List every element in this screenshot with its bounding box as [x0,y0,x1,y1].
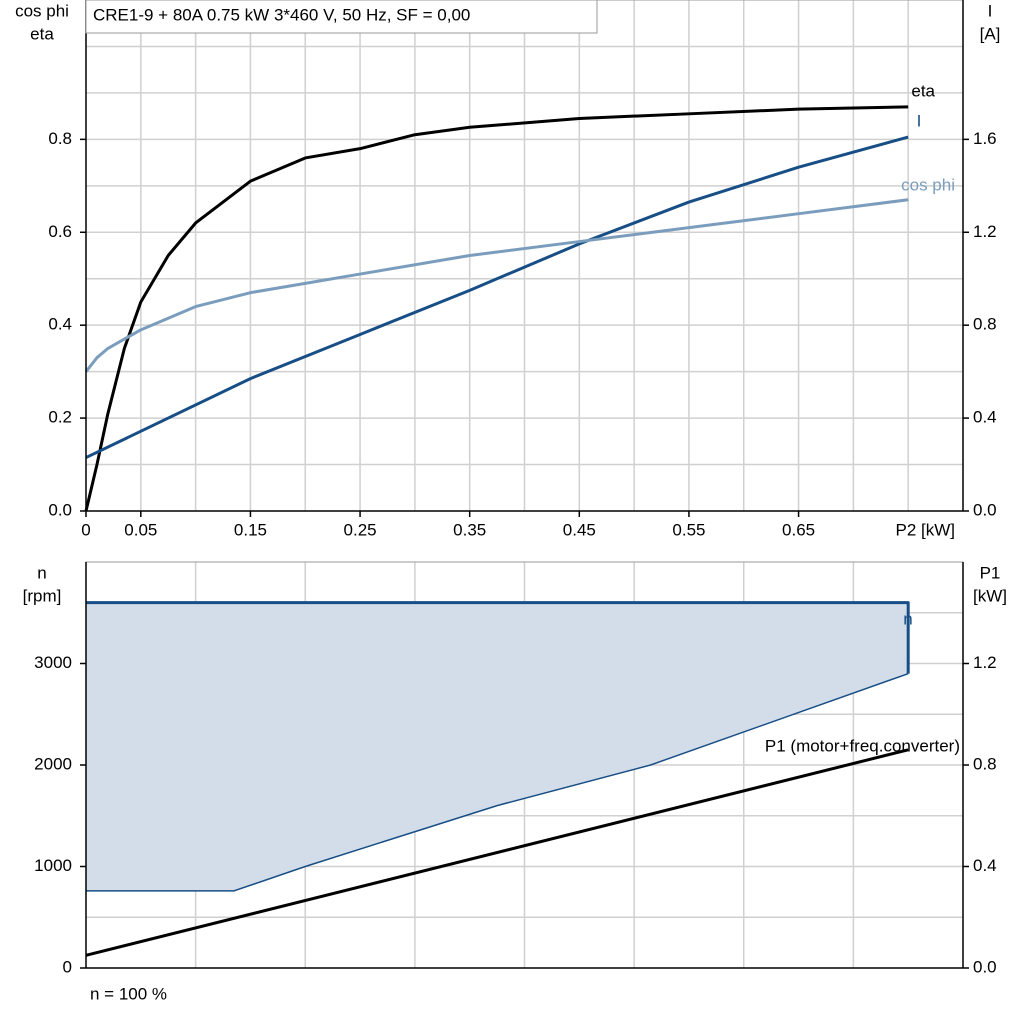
y2-tick-label: 0.0 [973,500,997,519]
series-line [84,198,909,373]
y2-tick-label: 0.4 [973,408,997,427]
y2-tick-label: 0.4 [973,856,997,875]
series-label: I [917,111,922,130]
series-label: eta [911,81,935,100]
series-line [85,748,909,957]
y2-tick-label: 0.8 [973,315,997,334]
y2-tick-label: 0.8 [973,754,997,773]
y-axis-label: n [37,563,46,582]
y2-tick-label: 0.0 [973,957,997,976]
x-tick-label: 0.15 [234,520,267,539]
y-axis-label: cos phi [15,1,69,20]
y2-axis-label: [A] [980,24,1001,43]
y-tick-label: 0.4 [48,315,72,334]
y-tick-label: 0.2 [48,408,72,427]
series-label: cos phi [901,175,955,194]
x-axis-label: P2 [kW] [895,520,955,539]
y-tick-label: 0.6 [48,222,72,241]
y-axis-label: [rpm] [23,586,62,605]
y2-axis-label: [kW] [973,586,1007,605]
series-label: P1 (motor+freq.converter) [765,736,960,755]
y-tick-label: 2000 [34,754,72,773]
x-tick-label: 0.25 [344,520,377,539]
y2-axis-label: I [988,1,993,20]
chart-title: CRE1-9 + 80A 0.75 kW 3*460 V, 50 Hz, SF … [93,5,470,24]
y-tick-label: 0 [63,957,72,976]
y-tick-label: 1000 [34,856,72,875]
y-tick-label: 0.0 [48,500,72,519]
x-tick-label: 0.35 [453,520,486,539]
area [86,602,909,891]
y2-axis-label: P1 [980,563,1001,582]
x-tick-label: 0.55 [672,520,705,539]
y2-tick-label: 1.2 [973,222,997,241]
series-label: n [903,609,912,628]
y-tick-label: 3000 [34,653,72,672]
y-tick-label: 0.8 [48,129,72,148]
series-line [84,105,909,512]
lower-line [86,672,909,892]
x-tick-label: 0.65 [782,520,815,539]
series-line [86,601,910,674]
y-axis-label: eta [30,24,54,43]
x-tick-label: 0.05 [124,520,157,539]
y2-tick-label: 1.6 [973,129,997,148]
x-tick-label: 0.45 [563,520,596,539]
series-line [85,135,909,459]
x-tick-label: 0 [81,520,90,539]
note: n = 100 % [90,984,167,1003]
title-box [85,0,598,34]
y2-tick-label: 1.2 [973,653,997,672]
